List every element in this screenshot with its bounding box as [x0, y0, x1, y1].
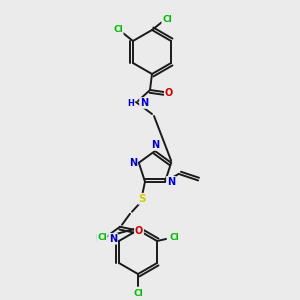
Text: O: O [135, 226, 143, 236]
Text: Cl: Cl [162, 14, 172, 23]
Text: Cl: Cl [133, 289, 143, 298]
Text: N: N [109, 234, 117, 244]
Text: Cl: Cl [113, 26, 123, 34]
Text: N: N [167, 177, 175, 187]
Text: N: N [151, 140, 159, 150]
Text: O: O [165, 88, 173, 98]
Text: H: H [95, 234, 102, 243]
Text: S: S [138, 194, 146, 204]
Text: N: N [140, 98, 148, 108]
Text: Cl: Cl [97, 232, 107, 242]
Text: N: N [129, 158, 137, 168]
Text: H: H [127, 98, 134, 107]
Text: Cl: Cl [169, 232, 179, 242]
